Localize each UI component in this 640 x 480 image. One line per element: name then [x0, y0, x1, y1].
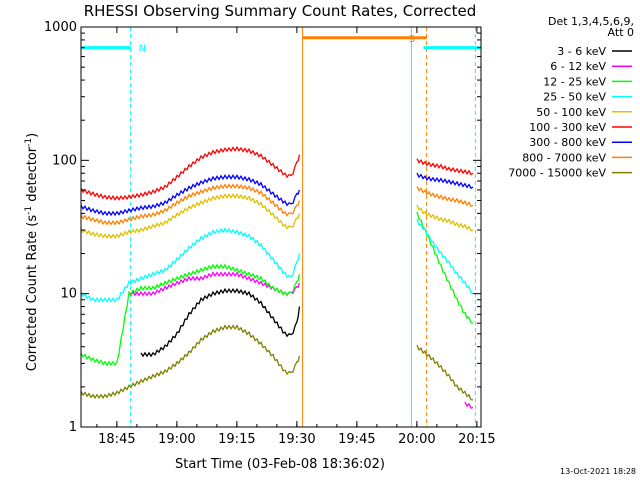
x-tick-label-4: 19:30: [278, 432, 315, 447]
series-line-magenta-1: [128, 271, 301, 297]
series-line-yellow-1: [80, 193, 301, 240]
chart-title: RHESSI Observing Summary Count Rates, Co…: [84, 2, 477, 20]
flag-label-N: N: [139, 44, 146, 55]
series-line-olive-1: [80, 324, 301, 400]
y-axis-label-part-3: ): [25, 133, 40, 138]
x-tick-label-5: 19:45: [338, 432, 375, 447]
series-line-cyan-1: [80, 227, 301, 303]
y-axis-label-sup-1: -1: [24, 206, 34, 215]
y-axis-label-part-1: Corrected Count Rate (s: [25, 215, 40, 372]
x-tick-label-6: 20:00: [398, 432, 435, 447]
legend-label-3: 12 - 25 keV: [543, 75, 606, 88]
legend-label-6: 100 - 300 keV: [529, 121, 606, 134]
legend-header-1: Det 1,3,4,5,6,9,: [548, 15, 634, 28]
axes-layer: 18:45 19:00 19:15 19:30 19:45 20:00 20:15 1 10 10…: [44, 20, 496, 447]
legend-label-5: 50 - 100 keV: [536, 106, 606, 119]
legend-header-2: Att 0: [608, 26, 634, 39]
y-tick-label-4: 1000: [44, 20, 77, 35]
legend: Det 1,3,4,5,6,9,Att 03 - 6 keV 6 - 12 keV…: [508, 15, 634, 180]
x-tick-label-2: 19:00: [158, 432, 195, 447]
data-layer: NS: [80, 27, 481, 427]
x-axis-label: Start Time (03-Feb-08 18:36:02): [175, 457, 385, 472]
y-axis-label-part-2: detector: [25, 146, 40, 206]
plot-frame: [80, 26, 482, 428]
series-line-blue-1: [80, 174, 301, 217]
legend-label-9: 7000 - 15000 keV: [508, 167, 606, 180]
y-tick-label-1: 1: [69, 420, 77, 435]
series-line-red-1: [80, 145, 301, 201]
y-axis-label: Corrected Count Rate (s-1 detector-1): [24, 133, 40, 371]
y-tick-label-2: 10: [60, 287, 77, 302]
series-line-orange-2: [416, 186, 474, 208]
legend-label-2: 6 - 12 keV: [550, 60, 606, 73]
legend-label-4: 25 - 50 keV: [543, 91, 606, 104]
series-line-yellow-2: [416, 204, 474, 232]
series-line-magenta-2: [464, 401, 474, 409]
series-line-olive-2: [416, 344, 474, 401]
series-line-green-1: [80, 263, 301, 367]
x-tick-label-3: 19:15: [218, 432, 255, 447]
series-line-cyan-2: [416, 219, 474, 295]
series-line-black-1: [140, 287, 301, 358]
series-line-orange-1: [80, 183, 301, 226]
series-line-blue-2: [416, 172, 474, 190]
flag-label-S: S: [409, 34, 415, 45]
y-axis-label-sup-2: -1: [24, 138, 34, 147]
footer-timestamp: 13-Oct-2021 18:28: [560, 467, 636, 476]
legend-label-8: 800 - 7000 keV: [522, 151, 606, 164]
y-tick-label-3: 100: [52, 153, 77, 168]
x-tick-label-1: 18:45: [98, 432, 135, 447]
legend-label-7: 300 - 800 keV: [529, 136, 606, 149]
series-line-red-2: [416, 158, 474, 176]
x-tick-label-7: 20:15: [458, 432, 495, 447]
legend-label-1: 3 - 6 keV: [557, 45, 606, 58]
